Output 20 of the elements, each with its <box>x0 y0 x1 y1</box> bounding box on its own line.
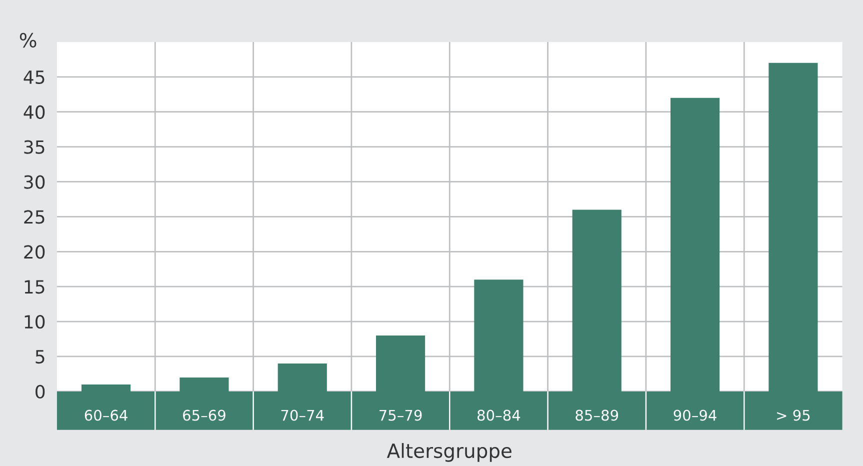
y-tick-label: 25 <box>24 210 44 224</box>
x-tick-label: 90–94 <box>674 410 716 421</box>
x-axis-title: Altersgruppe <box>386 443 512 462</box>
x-tick-label: 60–64 <box>84 410 128 421</box>
x-tick-label: 65–69 <box>183 410 226 421</box>
x-tick-label: 70–74 <box>281 410 324 421</box>
y-tick-label: 40 <box>24 105 45 119</box>
y-tick-label: 0 <box>36 384 45 399</box>
y-tick-label: 20 <box>24 245 45 259</box>
x-tick-label: 85–89 <box>576 410 618 421</box>
x-tick-label: > 95 <box>777 410 810 421</box>
y-tick-label: 45 <box>24 70 44 84</box>
y-axis-title: % <box>20 32 36 48</box>
x-tick-label: 80–84 <box>477 410 520 421</box>
y-tick-label: 35 <box>24 140 44 154</box>
y-tick-label: 10 <box>24 315 45 329</box>
y-tick-label: 5 <box>36 350 44 364</box>
y-tick-label: 30 <box>24 175 45 189</box>
x-tick-label: 75–79 <box>380 410 422 421</box>
y-tick-label: 15 <box>24 280 44 294</box>
